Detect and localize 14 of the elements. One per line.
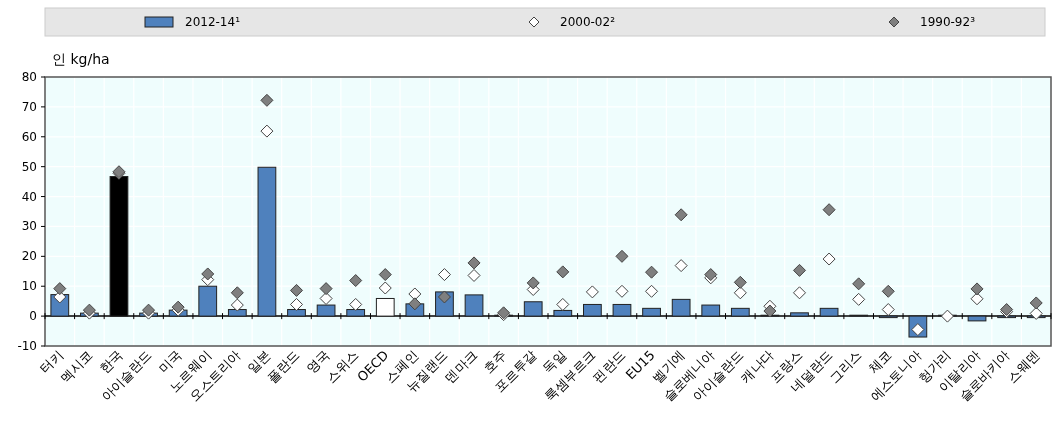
y-tick-label: 60: [21, 129, 37, 144]
y-axis-title: 인 kg/ha: [52, 51, 110, 67]
y-tick-label: 50: [21, 159, 37, 174]
y-tick-label: 0: [29, 309, 37, 324]
legend-label: 1990-92³: [920, 15, 976, 29]
legend-label: 2012-14¹: [185, 15, 241, 29]
y-tick-label: 70: [21, 99, 37, 114]
legend-label: 2000-02²: [560, 15, 616, 29]
y-tick-label: 80: [21, 70, 37, 84]
y-tick-label: 30: [21, 219, 37, 234]
y-tick-label: 10: [21, 279, 37, 294]
y-tick-label: -10: [17, 339, 37, 353]
y-tick-label: 40: [21, 189, 37, 204]
y-tick-label: 20: [21, 249, 37, 264]
